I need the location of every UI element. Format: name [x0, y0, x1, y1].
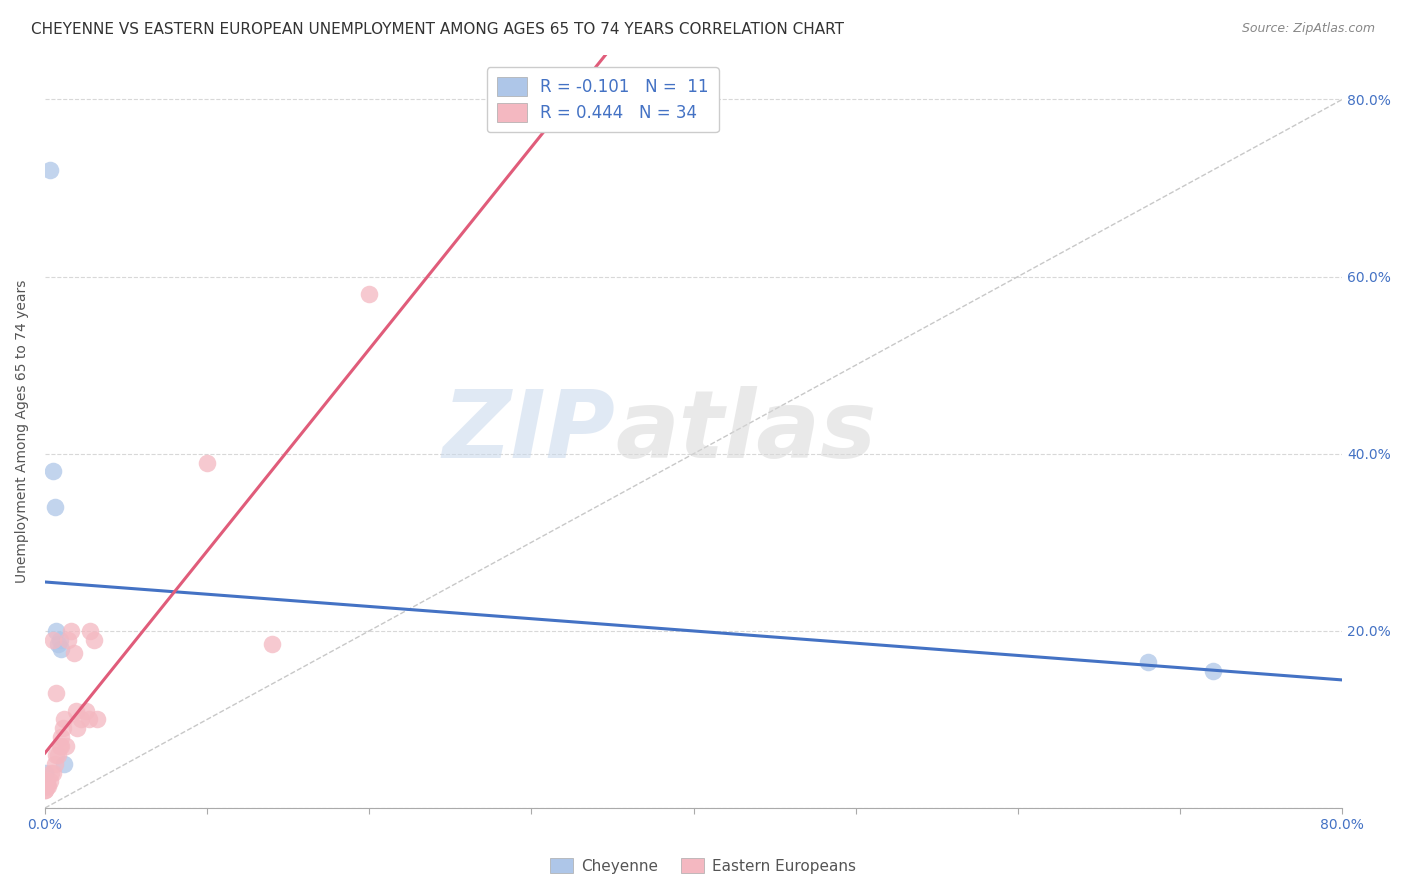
Point: [53, 756, 76, 771]
Point: [59, 624, 82, 638]
Point: [45, 624, 67, 638]
Point: [37, 779, 59, 793]
Point: [55, 739, 77, 753]
Point: [65, 704, 87, 718]
Point: [1136, 655, 1159, 669]
Point: [51, 739, 73, 753]
Point: [44, 756, 66, 771]
Legend: Cheyenne, Eastern Europeans: Cheyenne, Eastern Europeans: [544, 852, 862, 880]
Point: [42, 765, 65, 780]
Point: [51, 730, 73, 744]
Point: [38, 774, 60, 789]
Point: [53, 713, 76, 727]
Point: [86, 713, 108, 727]
Point: [45, 747, 67, 762]
Point: [42, 464, 65, 478]
Point: [44, 500, 66, 514]
Point: [34, 765, 56, 780]
Point: [1201, 664, 1223, 678]
Point: [51, 641, 73, 656]
Point: [66, 721, 89, 735]
Text: Source: ZipAtlas.com: Source: ZipAtlas.com: [1241, 22, 1375, 36]
Point: [34, 783, 56, 797]
Point: [75, 704, 97, 718]
Point: [69, 713, 91, 727]
Legend: R = -0.101   N =  11, R = 0.444   N = 34: R = -0.101 N = 11, R = 0.444 N = 34: [486, 67, 718, 132]
Text: CHEYENNE VS EASTERN EUROPEAN UNEMPLOYMENT AMONG AGES 65 TO 74 YEARS CORRELATION : CHEYENNE VS EASTERN EUROPEAN UNEMPLOYMEN…: [31, 22, 844, 37]
Point: [35, 779, 58, 793]
Y-axis label: Unemployment Among Ages 65 to 74 years: Unemployment Among Ages 65 to 74 years: [15, 280, 30, 583]
Point: [42, 632, 65, 647]
Point: [52, 721, 75, 735]
Point: [41, 765, 63, 780]
Point: [63, 646, 86, 660]
Point: [79, 624, 101, 638]
Point: [35, 774, 58, 789]
Text: atlas: atlas: [616, 385, 877, 477]
Point: [77, 713, 100, 727]
Text: ZIP: ZIP: [443, 385, 616, 477]
Point: [195, 456, 218, 470]
Point: [34, 779, 56, 793]
Point: [46, 747, 69, 762]
Point: [260, 637, 283, 651]
Point: [83, 632, 105, 647]
Point: [34, 783, 56, 797]
Point: [45, 686, 67, 700]
Point: [48, 632, 70, 647]
Point: [46, 637, 69, 651]
Point: [38, 163, 60, 178]
Point: [359, 287, 381, 301]
Point: [56, 632, 79, 647]
Point: [48, 739, 70, 753]
